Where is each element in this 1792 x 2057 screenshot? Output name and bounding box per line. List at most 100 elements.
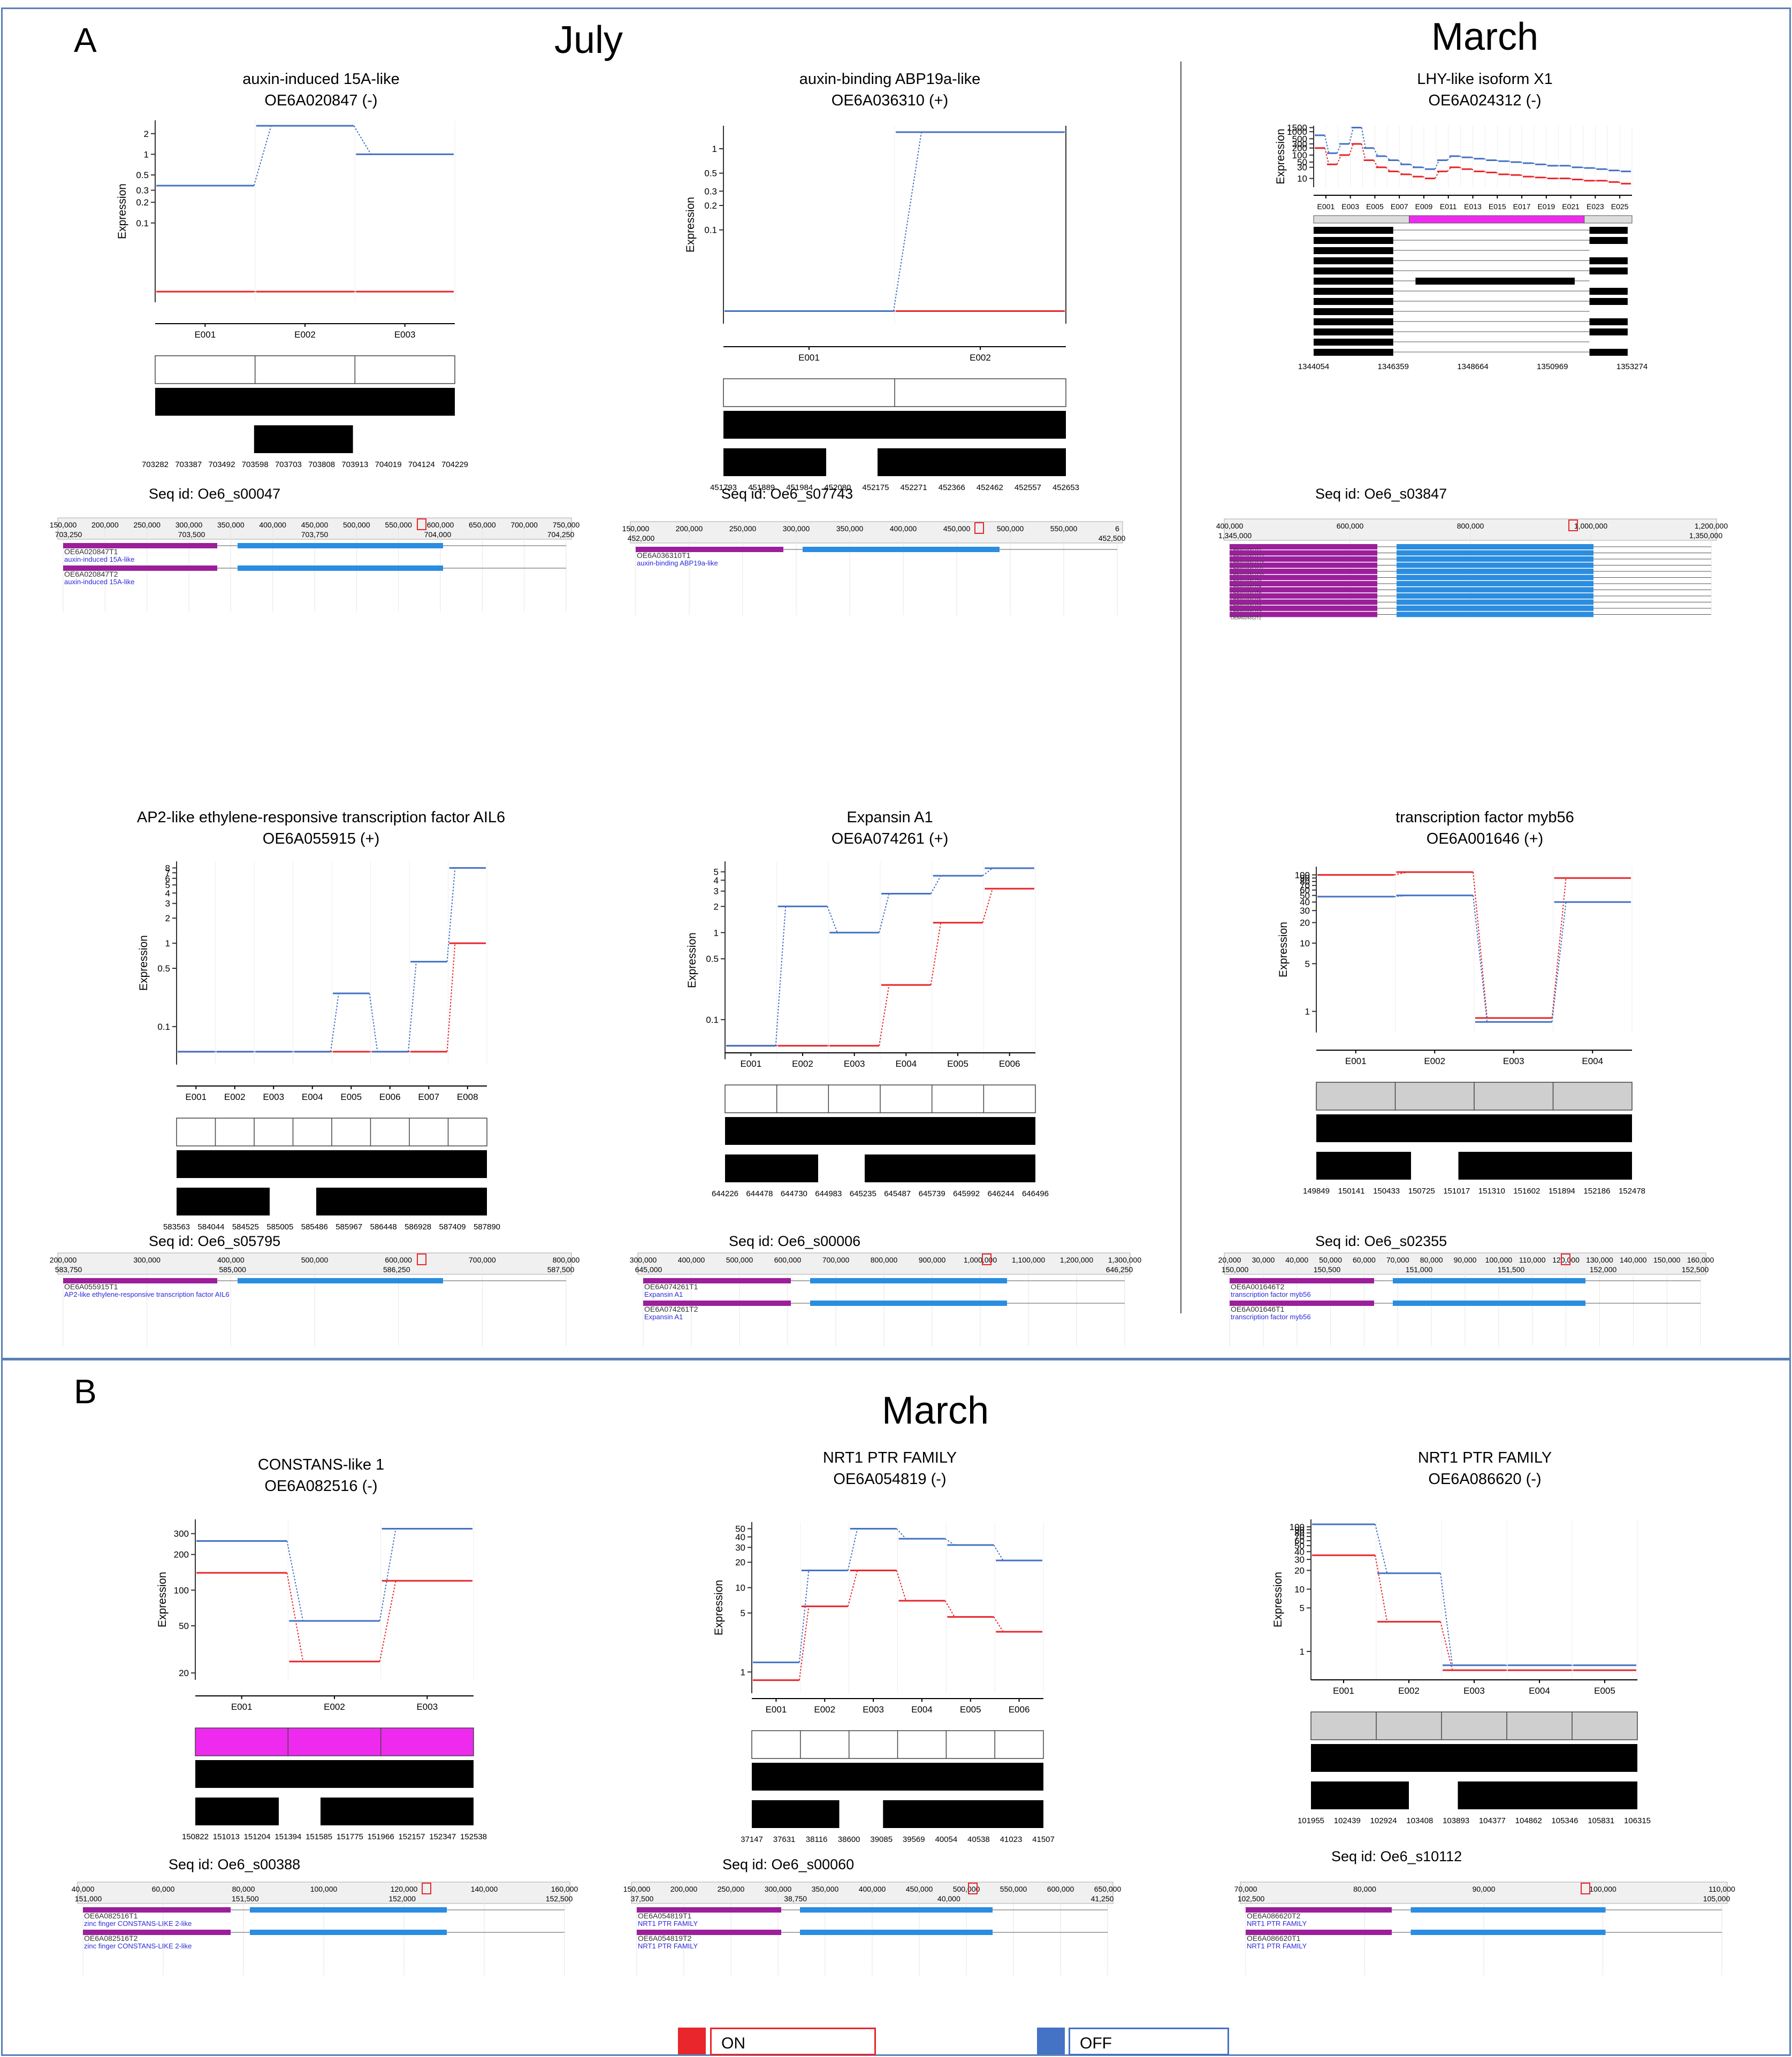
coord-label: 703598 [242,460,269,469]
coord-label: 41507 [1032,1835,1055,1844]
browser-ruler-label: 20,000 [1218,1256,1241,1264]
gene-title: CONSTANS-like 1 OE6A082516 (-) [258,1454,384,1497]
track-cds [1397,569,1593,574]
y-axis-label: Expression [1272,1572,1284,1627]
coord-label: 645992 [953,1189,980,1198]
track-cds [1393,1301,1585,1306]
gene-title: NRT1 PTR FAMILY OE6A054819 (-) [823,1447,957,1490]
legend-off-label: OFF [1069,2028,1229,2055]
series-connector [847,1570,858,1607]
coord-label: 38116 [806,1835,828,1844]
browser-position-label: 151,500 [1498,1265,1525,1274]
gene-title: Expansin A1 OE6A074261 (+) [832,807,948,850]
transcript-row [1311,1781,1409,1809]
browser-view-marker [422,1883,431,1894]
y-tick-label: 30 [1300,906,1310,916]
browser-position-label: 150,000 [1222,1265,1249,1274]
gene-title: auxin-binding ABP19a-like OE6A036310 (+) [799,68,981,111]
y-tick-label: 0.1 [136,218,149,228]
y-tick-label: 0.3 [704,186,717,196]
y-tick-label: 90 [1300,873,1310,883]
gene-id: OE6A086620 (-) [1428,1471,1542,1488]
y-tick-label: 30 [1294,1555,1305,1565]
browser-position-label: 151,000 [75,1894,102,1903]
track-utr [1230,611,1377,617]
seq-id-label: Seq id: Oe6_s07743 [721,486,853,502]
genome-browser: 20,000 30,000 40,000 50,000 60,000 70,000 80,0… [1218,1252,1714,1347]
y-tick-label: 40 [1294,1547,1305,1557]
coord-label: 152347 [429,1832,456,1841]
isoform-exon [1314,298,1393,305]
series-connector [369,993,378,1052]
exon-label: E005 [340,1092,362,1102]
series-connector [1434,171,1440,179]
y-tick-label: 50 [179,1621,189,1631]
genome-browser: 150,000 200,000 250,000 300,000 350,000 400,0… [622,521,1126,615]
exon-label: E007 [418,1092,439,1102]
series-connector [1336,143,1342,154]
exon-label: E015 [1489,202,1506,211]
series-connector [930,875,942,894]
transcript-row [177,1188,270,1215]
y-tick-label: 1 [144,149,149,159]
series-connector [893,132,922,311]
series-connector [1361,127,1366,148]
track-name: OE6A086620T2 [1247,1911,1301,1920]
series-connector [827,906,838,933]
coord-label: 40054 [935,1835,957,1844]
coord-label: 583563 [163,1222,190,1232]
coord-label: 152157 [398,1832,425,1841]
browser-position-label: 452,500 [1099,534,1126,542]
exon-label: E007 [1391,202,1408,211]
coord-label: 103893 [1443,1816,1469,1825]
exon-label: E003 [1463,1686,1485,1696]
track-name: OE6A055915T1 [64,1282,118,1291]
series-connector [1361,143,1366,160]
exon-label: E019 [1537,202,1555,211]
y-tick-label: 50 [735,1524,745,1534]
isoform-exon [1314,257,1393,264]
coord-label: 101955 [1298,1816,1324,1825]
exon-label: E001 [1317,202,1335,211]
browser-ruler-label: 500,000 [953,1885,980,1893]
transcript-row [155,388,455,416]
track-cds [238,543,443,548]
track-cds [1397,611,1593,617]
browser-position-label: 38,750 [784,1894,807,1903]
coord-label: 451793 [710,483,737,492]
browser-ruler-label: 400,000 [859,1885,886,1893]
coord-label: 704019 [375,460,402,469]
seq-id-label: Seq id: Oe6_s00060 [722,1856,855,1872]
browser-position-label: 152,000 [388,1894,416,1903]
exon-box-row [155,355,455,384]
coord-label: 151966 [368,1832,394,1841]
series-connector [982,868,993,876]
y-tick-label: 10 [1294,1584,1305,1594]
y-tick-label: 1000 [1287,127,1307,137]
series-connector [253,125,272,186]
series-connector [775,906,787,1046]
browser-view-marker [1581,1883,1590,1894]
browser-ruler-label: 250,000 [718,1885,745,1893]
y-tick-label: 8 [165,863,170,873]
isoform-exon [1589,267,1628,274]
browser-ruler-label: 500,000 [301,1256,329,1264]
coord-label: 703808 [308,460,335,469]
isoform-exon [1314,288,1393,295]
transcript-row [723,448,826,476]
isoform-exon [1314,247,1393,254]
browser-position-label: 703,250 [55,530,82,539]
browser-ruler-label: 200,000 [50,1256,77,1264]
browser-ruler-label: 550,000 [1050,524,1078,533]
y-tick-label: 10 [1297,174,1307,184]
y-tick-label: 0.5 [706,954,719,964]
browser-position-label: 152,500 [1682,1265,1709,1274]
y-tick-label: 40 [735,1532,745,1542]
track-utr [1230,1301,1374,1306]
browser-ruler-label: 800,000 [871,1256,898,1264]
series-connector [330,993,339,1052]
legend-on-label: ON [710,2028,876,2055]
gene-name: NRT1 PTR FAMILY [822,1449,957,1466]
